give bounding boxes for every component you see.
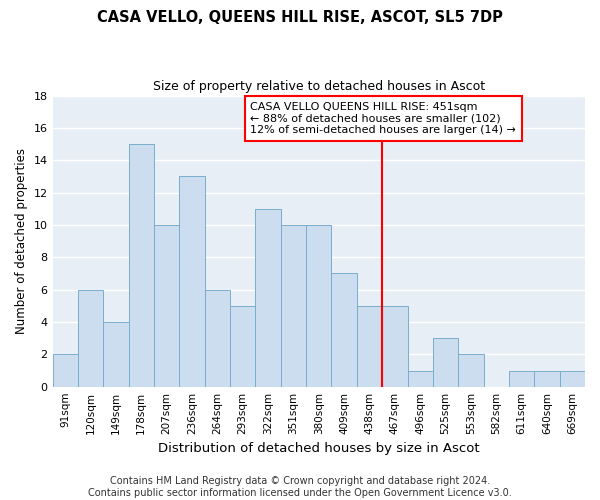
Bar	[205, 290, 230, 386]
X-axis label: Distribution of detached houses by size in Ascot: Distribution of detached houses by size …	[158, 442, 479, 455]
Text: CASA VELLO QUEENS HILL RISE: 451sqm
← 88% of detached houses are smaller (102)
1: CASA VELLO QUEENS HILL RISE: 451sqm ← 88…	[250, 102, 516, 135]
Bar	[53, 354, 78, 386]
Bar	[458, 354, 484, 386]
Text: CASA VELLO, QUEENS HILL RISE, ASCOT, SL5 7DP: CASA VELLO, QUEENS HILL RISE, ASCOT, SL5…	[97, 10, 503, 25]
Bar	[331, 274, 357, 386]
Bar	[306, 225, 331, 386]
Bar	[281, 225, 306, 386]
Bar	[382, 306, 407, 386]
Bar	[103, 322, 128, 386]
Title: Size of property relative to detached houses in Ascot: Size of property relative to detached ho…	[153, 80, 485, 93]
Bar	[154, 225, 179, 386]
Bar	[407, 370, 433, 386]
Bar	[357, 306, 382, 386]
Bar	[128, 144, 154, 386]
Bar	[534, 370, 560, 386]
Bar	[78, 290, 103, 386]
Bar	[179, 176, 205, 386]
Bar	[509, 370, 534, 386]
Bar	[433, 338, 458, 386]
Bar	[230, 306, 256, 386]
Bar	[256, 209, 281, 386]
Y-axis label: Number of detached properties: Number of detached properties	[15, 148, 28, 334]
Text: Contains HM Land Registry data © Crown copyright and database right 2024.
Contai: Contains HM Land Registry data © Crown c…	[88, 476, 512, 498]
Bar	[560, 370, 585, 386]
